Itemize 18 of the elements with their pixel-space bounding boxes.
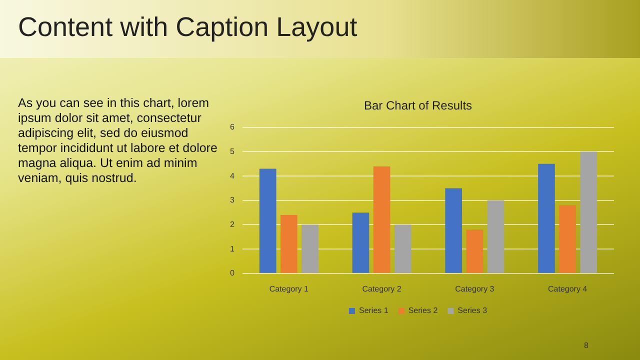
y-tick-label: 5 <box>230 146 235 156</box>
chart-title: Bar Chart of Results <box>364 98 472 113</box>
x-tick-label: Category 3 <box>455 284 495 294</box>
y-tick-label: 6 <box>230 122 235 132</box>
text: 8 <box>584 341 588 350</box>
legend-label: Series 1 <box>358 306 389 316</box>
y-tick-label: 4 <box>230 171 235 180</box>
y-tick-label: 1 <box>230 244 235 254</box>
legend-label: Series 3 <box>458 306 488 316</box>
x-tick-label: Category 1 <box>269 284 310 294</box>
legend-label: Series 2 <box>408 306 438 316</box>
y-tick-label: 2 <box>230 220 235 229</box>
y-tick-label: 0 <box>230 268 235 278</box>
text: As you can see in this chart, lorem ipsum dolor sit amet, consectetur adipiscing elit, sed do eiusmod tempor incididunt ut labore et dolore magna aliqua. Ut enim ad minim veniam, quis nostrud. <box>18 96 218 186</box>
text: Content with Caption Layout <box>18 12 358 43</box>
x-tick-label: Category 2 <box>362 284 402 294</box>
x-tick-label: Category 4 <box>548 284 588 294</box>
y-tick-label: 3 <box>230 196 235 205</box>
